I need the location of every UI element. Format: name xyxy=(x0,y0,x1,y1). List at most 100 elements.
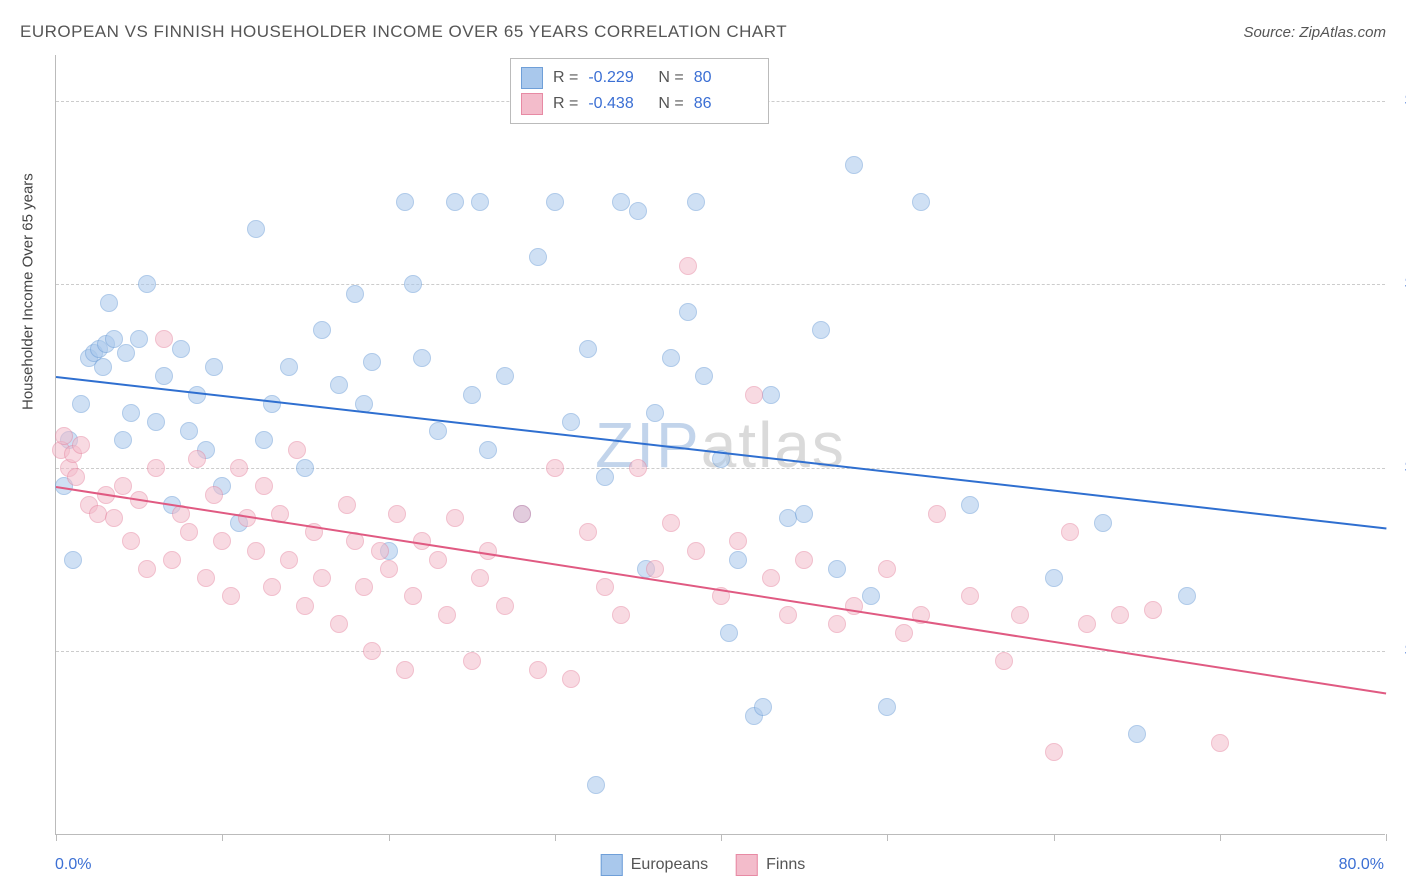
data-point xyxy=(255,477,273,495)
data-point xyxy=(1211,734,1229,752)
data-point xyxy=(371,542,389,560)
data-point xyxy=(562,670,580,688)
x-axis-max-label: 80.0% xyxy=(1339,856,1384,874)
data-point xyxy=(396,661,414,679)
data-point xyxy=(114,431,132,449)
data-point xyxy=(130,330,148,348)
data-point xyxy=(355,578,373,596)
n-value: 86 xyxy=(694,95,754,113)
x-tick xyxy=(721,834,722,841)
data-point xyxy=(754,698,772,716)
data-point xyxy=(1144,601,1162,619)
trend-line xyxy=(56,376,1386,529)
data-point xyxy=(579,340,597,358)
data-point xyxy=(1178,587,1196,605)
data-point xyxy=(479,441,497,459)
data-point xyxy=(313,569,331,587)
data-point xyxy=(438,606,456,624)
data-point xyxy=(546,193,564,211)
data-point xyxy=(67,468,85,486)
x-tick xyxy=(555,834,556,841)
series-legend-item: Europeans xyxy=(601,854,708,876)
data-point xyxy=(828,560,846,578)
data-point xyxy=(779,509,797,527)
data-point xyxy=(404,587,422,605)
data-point xyxy=(587,776,605,794)
data-point xyxy=(247,220,265,238)
data-point xyxy=(114,477,132,495)
data-point xyxy=(646,560,664,578)
data-point xyxy=(172,340,190,358)
y-tick-label: $80,000 xyxy=(1395,275,1406,293)
data-point xyxy=(961,496,979,514)
data-point xyxy=(596,578,614,596)
data-point xyxy=(263,395,281,413)
data-point xyxy=(288,441,306,459)
data-point xyxy=(222,587,240,605)
chart-plot-area: ZIPatlas $40,000$60,000$80,000$100,000 xyxy=(55,55,1385,835)
data-point xyxy=(529,661,547,679)
x-tick xyxy=(1386,834,1387,841)
x-tick xyxy=(1220,834,1221,841)
data-point xyxy=(1045,743,1063,761)
legend-swatch xyxy=(521,93,543,115)
data-point xyxy=(122,532,140,550)
stats-legend-row: R =-0.438N =86 xyxy=(521,91,754,117)
data-point xyxy=(729,532,747,550)
x-tick xyxy=(389,834,390,841)
data-point xyxy=(155,367,173,385)
data-point xyxy=(330,376,348,394)
r-value: -0.438 xyxy=(588,95,648,113)
x-axis-min-label: 0.0% xyxy=(55,856,91,874)
data-point xyxy=(596,468,614,486)
data-point xyxy=(72,436,90,454)
x-tick xyxy=(1054,834,1055,841)
grid-line xyxy=(56,284,1385,285)
data-point xyxy=(163,551,181,569)
data-point xyxy=(546,459,564,477)
data-point xyxy=(230,459,248,477)
data-point xyxy=(446,193,464,211)
stats-legend-row: R =-0.229N =80 xyxy=(521,65,754,91)
data-point xyxy=(995,652,1013,670)
data-point xyxy=(446,509,464,527)
data-point xyxy=(197,569,215,587)
data-point xyxy=(662,514,680,532)
data-point xyxy=(1078,615,1096,633)
data-point xyxy=(479,542,497,560)
data-point xyxy=(463,386,481,404)
data-point xyxy=(629,202,647,220)
data-point xyxy=(55,427,73,445)
data-point xyxy=(117,344,135,362)
data-point xyxy=(213,532,231,550)
data-point xyxy=(205,486,223,504)
data-point xyxy=(612,193,630,211)
data-point xyxy=(138,560,156,578)
data-point xyxy=(155,330,173,348)
data-point xyxy=(1061,523,1079,541)
data-point xyxy=(828,615,846,633)
data-point xyxy=(762,569,780,587)
data-point xyxy=(513,505,531,523)
data-point xyxy=(496,367,514,385)
y-tick-label: $40,000 xyxy=(1395,642,1406,660)
data-point xyxy=(247,542,265,560)
data-point xyxy=(396,193,414,211)
data-point xyxy=(89,505,107,523)
stats-legend: R =-0.229N =80R =-0.438N =86 xyxy=(510,58,769,124)
data-point xyxy=(795,551,813,569)
y-axis-title: Householder Income Over 65 years xyxy=(20,173,37,410)
data-point xyxy=(363,642,381,660)
data-point xyxy=(646,404,664,422)
chart-title: EUROPEAN VS FINNISH HOUSEHOLDER INCOME O… xyxy=(20,22,787,42)
data-point xyxy=(147,413,165,431)
r-value: -0.229 xyxy=(588,69,648,87)
n-label: N = xyxy=(658,69,683,87)
series-legend-label: Finns xyxy=(766,856,805,874)
series-legend-item: Finns xyxy=(736,854,805,876)
data-point xyxy=(845,156,863,174)
x-tick xyxy=(222,834,223,841)
legend-swatch xyxy=(736,854,758,876)
data-point xyxy=(579,523,597,541)
data-point xyxy=(496,597,514,615)
